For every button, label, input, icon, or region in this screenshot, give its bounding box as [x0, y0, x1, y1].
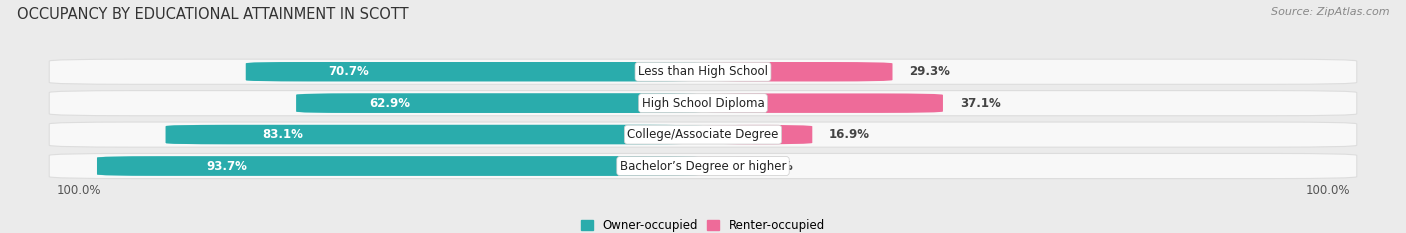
Text: Less than High School: Less than High School: [638, 65, 768, 78]
FancyBboxPatch shape: [297, 93, 703, 113]
FancyBboxPatch shape: [681, 156, 766, 176]
Text: 100.0%: 100.0%: [56, 184, 101, 197]
Legend: Owner-occupied, Renter-occupied: Owner-occupied, Renter-occupied: [576, 214, 830, 233]
Text: 100.0%: 100.0%: [1305, 184, 1350, 197]
Text: College/Associate Degree: College/Associate Degree: [627, 128, 779, 141]
Text: OCCUPANCY BY EDUCATIONAL ATTAINMENT IN SCOTT: OCCUPANCY BY EDUCATIONAL ATTAINMENT IN S…: [17, 7, 409, 22]
Text: 16.9%: 16.9%: [830, 128, 870, 141]
Text: 83.1%: 83.1%: [263, 128, 304, 141]
FancyBboxPatch shape: [703, 93, 943, 113]
Text: High School Diploma: High School Diploma: [641, 97, 765, 110]
Text: 62.9%: 62.9%: [370, 97, 411, 110]
FancyBboxPatch shape: [166, 125, 703, 144]
FancyBboxPatch shape: [703, 125, 813, 144]
FancyBboxPatch shape: [703, 62, 893, 82]
FancyBboxPatch shape: [97, 156, 703, 176]
Text: Source: ZipAtlas.com: Source: ZipAtlas.com: [1271, 7, 1389, 17]
Text: 37.1%: 37.1%: [960, 97, 1001, 110]
FancyBboxPatch shape: [49, 154, 1357, 179]
Text: 70.7%: 70.7%: [328, 65, 368, 78]
FancyBboxPatch shape: [49, 122, 1357, 147]
Text: 93.7%: 93.7%: [207, 160, 247, 172]
Text: Bachelor’s Degree or higher: Bachelor’s Degree or higher: [620, 160, 786, 172]
FancyBboxPatch shape: [246, 62, 703, 82]
FancyBboxPatch shape: [49, 59, 1357, 84]
Text: 29.3%: 29.3%: [910, 65, 950, 78]
Text: 6.3%: 6.3%: [761, 160, 793, 172]
FancyBboxPatch shape: [49, 91, 1357, 116]
